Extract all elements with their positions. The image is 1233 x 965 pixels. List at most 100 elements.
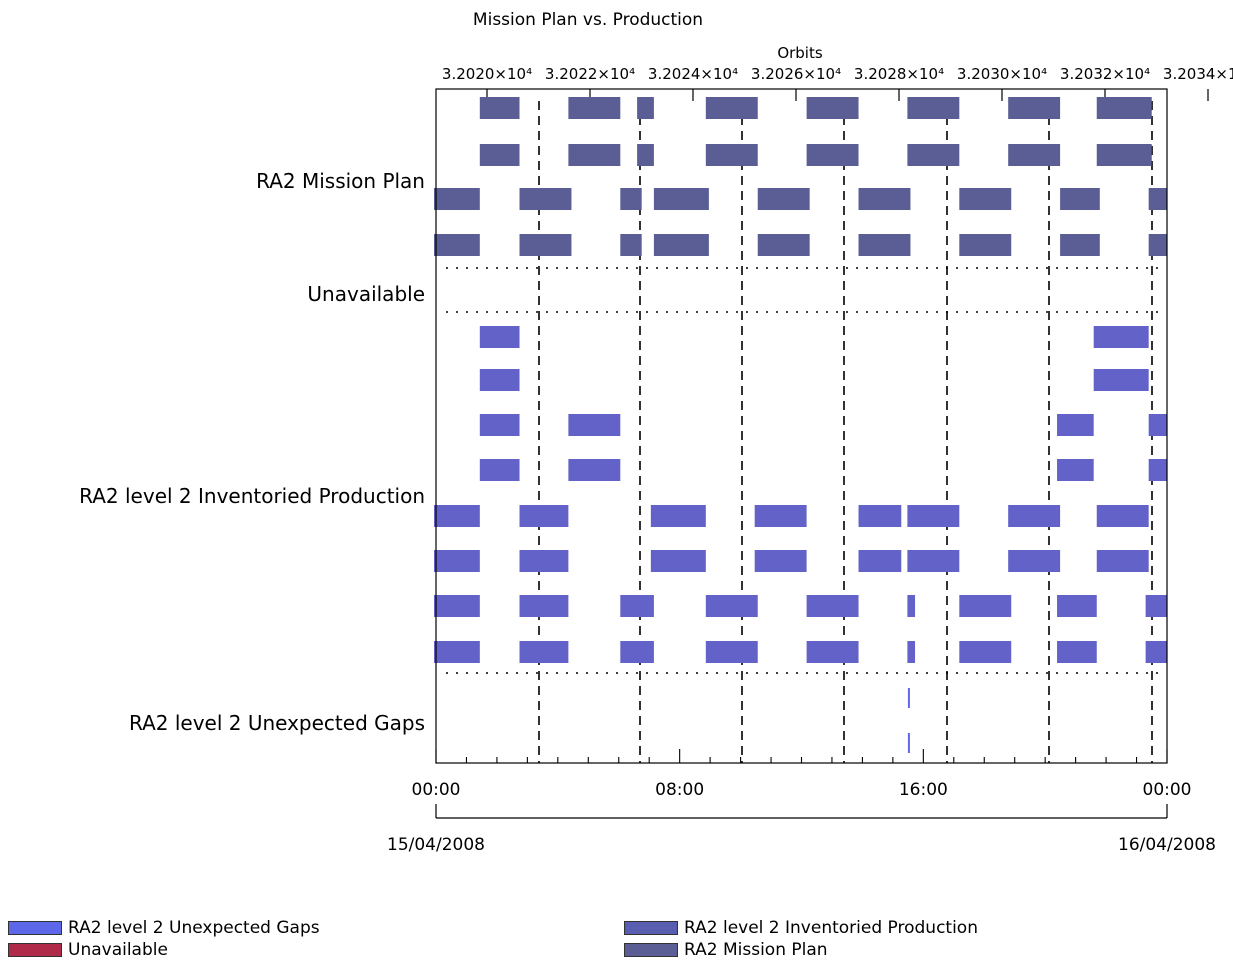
legend-item-unavailable: Unavailable bbox=[8, 940, 168, 960]
production-bar bbox=[858, 505, 902, 527]
legend-item-mission-plan: RA2 Mission Plan bbox=[624, 940, 828, 960]
top-axis-tick-label: 3.2022×10⁴ bbox=[545, 65, 635, 83]
top-axis-tick-label: 3.2032×10⁴ bbox=[1060, 65, 1150, 83]
mission-plan-bar bbox=[479, 97, 520, 119]
production-bar bbox=[620, 641, 654, 663]
production-bar bbox=[1096, 505, 1149, 527]
production-bar bbox=[1057, 459, 1094, 481]
time-axis-tick-label: 08:00 bbox=[655, 780, 704, 800]
production-bar bbox=[434, 595, 480, 617]
legend-item-unexpected-gaps: RA2 level 2 Unexpected Gaps bbox=[8, 918, 320, 938]
production-bar bbox=[1057, 595, 1097, 617]
production-bar bbox=[434, 505, 480, 527]
production-bar bbox=[754, 505, 807, 527]
mission-plan-bar bbox=[1060, 234, 1100, 256]
production-bar bbox=[1057, 414, 1094, 436]
mission-plan-bar bbox=[959, 234, 1012, 256]
mission-plan-bar bbox=[705, 144, 758, 166]
mission-plan-bar bbox=[1008, 144, 1061, 166]
production-bar bbox=[519, 505, 569, 527]
production-bar bbox=[620, 595, 654, 617]
mission-plan-bar bbox=[806, 144, 859, 166]
production-bar bbox=[1145, 641, 1167, 663]
production-bar bbox=[479, 414, 520, 436]
production-bar bbox=[479, 326, 520, 348]
mission-plan-bar bbox=[1148, 234, 1167, 256]
top-axis-tick-label: 3.2028×10⁴ bbox=[854, 65, 944, 83]
time-axis-tick-label: 00:00 bbox=[1143, 780, 1192, 800]
production-bar bbox=[907, 641, 916, 663]
row-label: RA2 level 2 Unexpected Gaps bbox=[129, 711, 425, 735]
mission-plan-bar bbox=[806, 97, 859, 119]
production-bar bbox=[1057, 641, 1097, 663]
production-bar bbox=[479, 369, 520, 391]
production-bar bbox=[1145, 595, 1167, 617]
time-axis-tick-label: 16:00 bbox=[899, 780, 948, 800]
production-bar bbox=[907, 550, 960, 572]
mission-plan-bar bbox=[653, 234, 709, 256]
mission-plan-bar bbox=[637, 144, 654, 166]
top-axis-tick-label: 3.2030×10⁴ bbox=[957, 65, 1047, 83]
date-label: 16/04/2008 bbox=[1118, 835, 1216, 855]
mission-plan-bar bbox=[434, 234, 480, 256]
production-bar bbox=[806, 595, 859, 617]
production-bar bbox=[705, 595, 758, 617]
mission-plan-bar bbox=[1096, 144, 1152, 166]
date-label: 15/04/2008 bbox=[387, 835, 485, 855]
production-bar bbox=[434, 550, 480, 572]
mission-plan-bar bbox=[568, 97, 621, 119]
legend-swatch-inventoried-production bbox=[624, 921, 678, 935]
timeline-bars bbox=[434, 97, 1167, 753]
production-bar bbox=[568, 459, 621, 481]
top-axis-tick-label: 3.2024×10⁴ bbox=[648, 65, 738, 83]
legend-label: Unavailable bbox=[68, 940, 168, 960]
top-axis-tick-label: 3.2026×10⁴ bbox=[751, 65, 841, 83]
top-axis-tick-label: 3.2020×10⁴ bbox=[442, 65, 532, 83]
bottom-axis: 00:00 08:00 16:00 00:00 15/04/2008 16/04/2008 bbox=[387, 749, 1216, 855]
production-bar bbox=[1008, 550, 1061, 572]
production-bar bbox=[1148, 414, 1167, 436]
mission-plan-bar bbox=[519, 234, 572, 256]
production-bar bbox=[907, 595, 916, 617]
production-bar bbox=[650, 505, 706, 527]
top-axis-label: Orbits bbox=[777, 44, 823, 62]
production-bar bbox=[959, 641, 1012, 663]
mission-plan-bar bbox=[519, 188, 572, 210]
legend-item-inventoried-production: RA2 level 2 Inventoried Production bbox=[624, 918, 978, 938]
mission-plan-bar bbox=[479, 144, 520, 166]
top-axis-ticks: 3.2020×10⁴ 3.2022×10⁴ 3.2024×10⁴ 3.2026×10⁴… bbox=[442, 65, 1233, 101]
mission-plan-bar bbox=[959, 188, 1012, 210]
mission-plan-bar bbox=[907, 97, 960, 119]
production-bar bbox=[434, 641, 480, 663]
production-bar bbox=[519, 550, 569, 572]
production-bar bbox=[650, 550, 706, 572]
top-axis-tick-label: 3.2034×10⁴ bbox=[1163, 65, 1233, 83]
mission-plan-bar bbox=[1096, 97, 1152, 119]
mission-plan-bar bbox=[568, 144, 621, 166]
mission-plan-bar bbox=[653, 188, 709, 210]
row-label: RA2 level 2 Inventoried Production bbox=[79, 484, 425, 508]
legend-label: RA2 Mission Plan bbox=[684, 940, 828, 960]
chart-title: Mission Plan vs. Production bbox=[473, 10, 703, 30]
production-bar bbox=[1093, 326, 1149, 348]
production-bar bbox=[1008, 505, 1061, 527]
mission-plan-bar bbox=[757, 234, 810, 256]
production-bar bbox=[1096, 550, 1149, 572]
production-bar bbox=[519, 641, 569, 663]
production-bar bbox=[479, 459, 520, 481]
production-bar bbox=[1093, 369, 1149, 391]
mission-plan-bar bbox=[620, 188, 642, 210]
row-label: RA2 Mission Plan bbox=[256, 169, 425, 193]
mission-plan-bar bbox=[858, 234, 911, 256]
mission-plan-bar bbox=[434, 188, 480, 210]
legend-label: RA2 level 2 Inventoried Production bbox=[684, 918, 978, 938]
production-bar bbox=[1148, 459, 1167, 481]
legend-label: RA2 level 2 Unexpected Gaps bbox=[68, 918, 320, 938]
mission-plan-bar bbox=[757, 188, 810, 210]
legend-swatch-unexpected-gaps bbox=[8, 921, 62, 935]
legend-swatch-mission-plan bbox=[624, 943, 678, 957]
mission-plan-bar bbox=[1148, 188, 1167, 210]
row-labels: RA2 Mission Plan Unavailable RA2 level 2 I… bbox=[79, 169, 425, 735]
mission-plan-bar bbox=[1060, 188, 1100, 210]
mission-plan-bar bbox=[858, 188, 911, 210]
